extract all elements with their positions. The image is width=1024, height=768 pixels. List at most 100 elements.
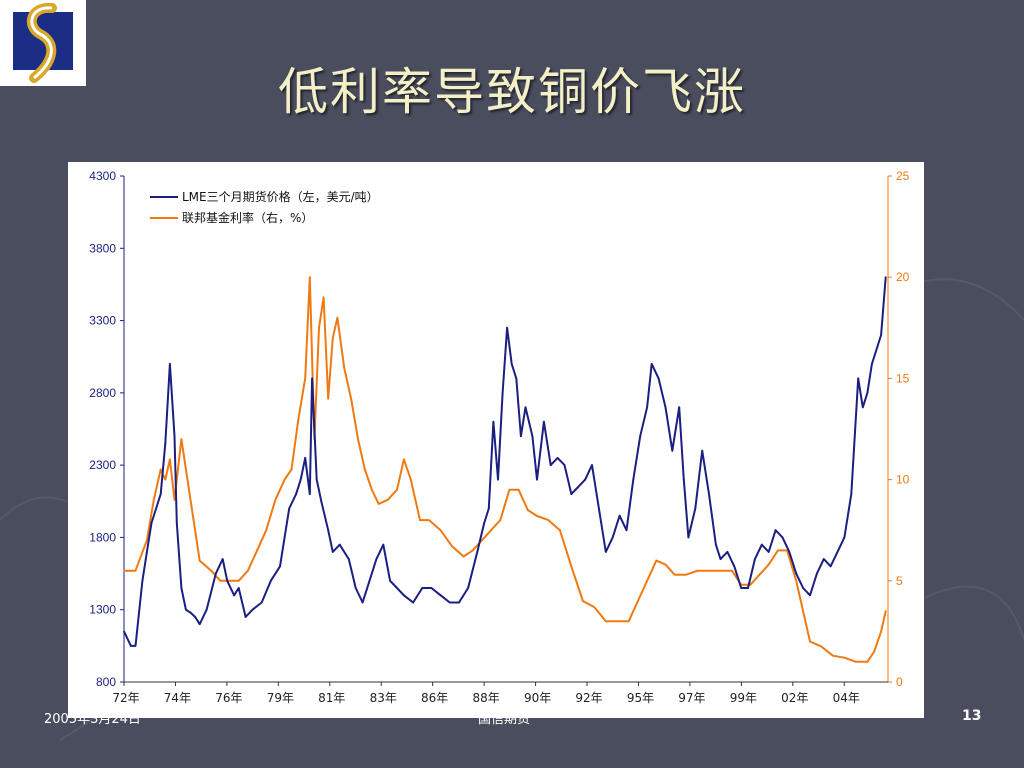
- fed-rate-line-point: [637, 600, 639, 602]
- fed-rate-line-point: [490, 529, 492, 532]
- copper-price-line-point: [483, 522, 486, 524]
- fed-rate-line-point: [526, 509, 529, 511]
- copper-price-line-point: [687, 536, 690, 539]
- fed-rate-line-point: [627, 620, 630, 623]
- copper-price-line-point: [747, 587, 749, 589]
- fed-rate-line-point: [884, 610, 887, 613]
- fed-rate-line-point: [336, 316, 339, 319]
- fed-rate-line-point: [256, 549, 258, 552]
- page-number: 13: [962, 708, 982, 724]
- copper-price-line-point: [260, 601, 263, 604]
- copper-price-line-point: [563, 464, 566, 467]
- fed-rate-line-point: [428, 519, 431, 521]
- fed-rate-line-point: [809, 640, 811, 643]
- x-tick-label: 04年: [833, 691, 860, 705]
- copper-price-line-point: [682, 478, 685, 481]
- copper-price-line-point: [657, 377, 660, 380]
- copper-price-line-point: [150, 522, 153, 524]
- copper-price-line-point: [843, 536, 846, 539]
- fed-rate-line-point: [134, 569, 137, 572]
- fed-rate-line-point: [481, 539, 483, 542]
- fed-rate-line-point: [159, 468, 162, 471]
- copper-price-line-point: [141, 579, 144, 582]
- y-right-tick-label: 10: [896, 473, 910, 487]
- copper-price-line-point: [214, 572, 217, 575]
- copper-price-line-point: [159, 493, 162, 495]
- fed-rate-line-point: [173, 498, 176, 501]
- copper-price-line-point: [382, 543, 385, 546]
- fed-rate-line-point: [499, 519, 502, 521]
- footer-company: 国信期货: [478, 712, 531, 727]
- copper-price-line-point: [205, 608, 208, 611]
- fed-rate-line-point: [265, 529, 268, 532]
- copper-price-line-point: [375, 558, 378, 561]
- copper-price-line-point: [591, 464, 593, 467]
- copper-price-line-point: [850, 493, 853, 495]
- copper-price-line-point: [308, 493, 311, 495]
- copper-price-line-point: [288, 507, 291, 510]
- fed-rate-line-point: [559, 529, 561, 532]
- x-tick-label: 97年: [678, 691, 705, 705]
- fed-rate-line-point: [471, 549, 474, 552]
- fed-rate-line-point: [396, 488, 398, 491]
- copper-price-line-point: [146, 550, 148, 553]
- copper-price-line-point: [556, 457, 559, 459]
- y-right-tick-label: 20: [896, 270, 910, 284]
- fed-rate-line-point: [308, 276, 311, 279]
- copper-price-line-point: [233, 594, 236, 597]
- y-right-tick-label: 15: [896, 371, 910, 385]
- fed-rate-line-point: [297, 417, 300, 420]
- copper-price-line-point: [487, 507, 490, 510]
- copper-price-line-point: [740, 587, 743, 589]
- fed-rate-line-point: [283, 478, 286, 481]
- fed-rate-line-point: [451, 545, 453, 548]
- copper-price-line-point: [175, 522, 178, 524]
- copper-price-line-point: [497, 478, 499, 481]
- copper-price-line-point: [347, 558, 350, 561]
- fed-rate-line-point: [439, 529, 442, 532]
- copper-price-line-point: [650, 363, 653, 365]
- x-tick-label: 74年: [164, 691, 191, 705]
- x-tick-label: 02年: [781, 691, 808, 705]
- x-tick-label: 92年: [575, 691, 602, 705]
- copper-price-line-point: [767, 550, 770, 553]
- copper-price-line-point: [295, 493, 297, 495]
- copper-price-line-point: [164, 442, 167, 445]
- fed-rate-line-point: [604, 620, 607, 623]
- fed-rate-line-point: [696, 569, 699, 572]
- copper-price-line-point: [802, 587, 805, 589]
- copper-price-line-point: [338, 543, 341, 546]
- x-tick-label: 72年: [112, 691, 139, 705]
- y-right-tick-label: 0: [896, 675, 903, 689]
- copper-price-line-point: [492, 420, 495, 423]
- copper-price-line-point: [822, 558, 825, 561]
- copper-price-line-point: [327, 529, 330, 532]
- x-tick-label: 90年: [524, 691, 551, 705]
- copper-price-line-point: [715, 543, 717, 546]
- fed-rate-line-point: [331, 337, 334, 339]
- x-tick-label: 81年: [318, 691, 345, 705]
- copper-price-line-point: [774, 529, 777, 532]
- copper-price-line-point: [836, 550, 839, 553]
- fed-rate-line-point: [880, 630, 883, 633]
- copper-price-line-point: [279, 565, 281, 568]
- copper-price-line-point: [311, 377, 314, 380]
- copper-price-line-point: [331, 550, 334, 553]
- copper-price-line-point: [412, 601, 414, 604]
- copper-price-line-point: [198, 623, 201, 626]
- fed-rate-line-point: [343, 367, 346, 370]
- fed-rate-line-point: [731, 569, 733, 572]
- x-tick-label: 86年: [421, 691, 448, 705]
- copper-price-line-point: [570, 493, 573, 495]
- copper-price-line-point: [788, 550, 791, 553]
- fed-rate-line-point: [581, 600, 584, 602]
- fed-rate-line-point: [719, 569, 722, 572]
- copper-price-line-point: [304, 457, 307, 459]
- copper-price-line-point: [857, 377, 860, 380]
- fed-rate-line-point: [146, 539, 148, 542]
- copper-price-line-point: [719, 558, 722, 561]
- fed-rate-line-point: [198, 559, 201, 562]
- fed-rate-line-point: [593, 606, 596, 609]
- y-left-tick-label: 3800: [89, 241, 116, 255]
- fed-rate-line-point: [377, 502, 380, 505]
